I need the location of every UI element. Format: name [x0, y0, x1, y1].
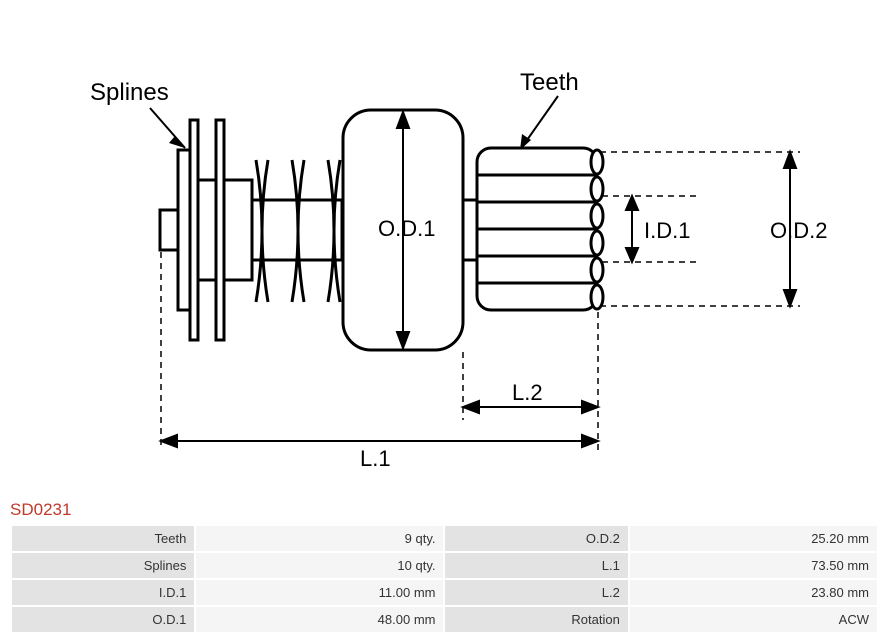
spec-value: 48.00 mm	[196, 607, 443, 632]
spec-label: O.D.2	[445, 526, 627, 551]
spec-value: 73.50 mm	[630, 553, 877, 578]
id1-label: I.D.1	[644, 218, 690, 243]
spec-value: ACW	[630, 607, 877, 632]
teeth-callout-label: Teeth	[520, 69, 579, 96]
table-row: I.D.1 11.00 mm L.2 23.80 mm	[12, 580, 877, 605]
spec-value: 9 qty.	[196, 526, 443, 551]
spec-value: 25.20 mm	[630, 526, 877, 551]
table-row: Splines 10 qty. L.1 73.50 mm	[12, 553, 877, 578]
spec-label: Teeth	[12, 526, 194, 551]
spec-label: L.1	[445, 553, 627, 578]
od1-label: O.D.1	[378, 216, 435, 241]
l1-label: L.1	[360, 446, 391, 471]
table-row: O.D.1 48.00 mm Rotation ACW	[12, 607, 877, 632]
spec-value: 10 qty.	[196, 553, 443, 578]
part-number: SD0231	[10, 500, 71, 520]
spec-value: 23.80 mm	[630, 580, 877, 605]
l2-label: L.2	[512, 380, 543, 405]
technical-diagram: Splines Teeth	[0, 0, 889, 490]
spec-value: 11.00 mm	[196, 580, 443, 605]
splines-callout-label: Splines	[90, 79, 169, 106]
od2-label: O.D.2	[770, 218, 827, 243]
spec-label: Splines	[12, 553, 194, 578]
drive-gear-schematic: Splines Teeth	[0, 0, 889, 490]
spec-label: L.2	[445, 580, 627, 605]
specifications-table: Teeth 9 qty. O.D.2 25.20 mm Splines 10 q…	[10, 524, 879, 634]
table-row: Teeth 9 qty. O.D.2 25.20 mm	[12, 526, 877, 551]
spec-label: Rotation	[445, 607, 627, 632]
spec-label: I.D.1	[12, 580, 194, 605]
spec-label: O.D.1	[12, 607, 194, 632]
